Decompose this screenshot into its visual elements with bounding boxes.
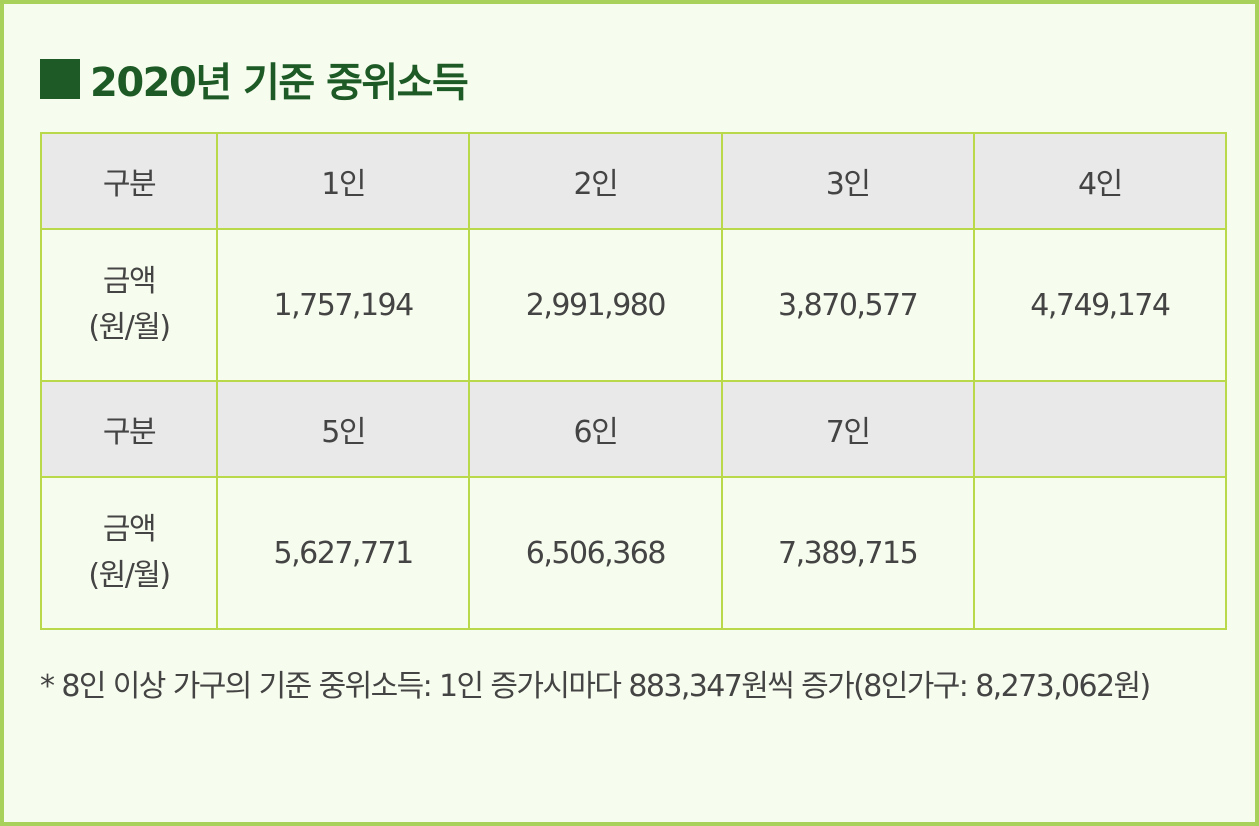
table-amount-row: 금액 (원/월) 1,757,194 2,991,980 3,870,577 4… [40, 228, 1228, 382]
footnote: * 8인 이상 가구의 기준 중위소득: 1인 증가시마다 883,347원씩 … [40, 669, 1151, 704]
amount-unit: (원/월) [88, 310, 171, 345]
amount-cell-4: 4,749,174 [972, 228, 1228, 382]
header-label-cell: 구분 [40, 132, 218, 229]
header-cell-2: 2인 [468, 132, 723, 229]
amount-cell-2: 2,991,980 [468, 228, 723, 382]
header-cell-empty [972, 381, 1228, 477]
amount-cell-5: 5,627,771 [215, 476, 471, 630]
table-header-row: 구분 5인 6인 7인 [40, 381, 1228, 477]
amount-label: 금액 [102, 512, 157, 547]
median-income-table: 구분 1인 2인 3인 4인 금액 (원/월) 1,757,194 2,991,… [40, 132, 1228, 630]
page-title-text: 2020년 기준 중위소득 [90, 60, 469, 106]
amount-cell-empty [972, 476, 1228, 630]
header-cell-7: 7인 [720, 381, 975, 477]
header-cell-1: 1인 [215, 132, 471, 229]
amount-label: 금액 [102, 264, 157, 299]
amount-cell-7: 7,389,715 [720, 476, 975, 630]
amount-cell-6: 6,506,368 [468, 476, 723, 630]
table-header-row: 구분 1인 2인 3인 4인 [40, 132, 1228, 229]
amount-cell-3: 3,870,577 [720, 228, 975, 382]
header-cell-5: 5인 [215, 381, 471, 477]
header-label-cell: 구분 [40, 381, 218, 477]
title-square-icon [40, 59, 80, 99]
header-cell-4: 4인 [972, 132, 1228, 229]
page-title: 2020년 기준 중위소득 [40, 50, 469, 108]
amount-cell-1: 1,757,194 [215, 228, 471, 382]
amount-label-cell: 금액 (원/월) [40, 476, 218, 630]
header-cell-3: 3인 [720, 132, 975, 229]
table-amount-row: 금액 (원/월) 5,627,771 6,506,368 7,389,715 [40, 476, 1228, 630]
amount-unit: (원/월) [88, 558, 171, 593]
amount-label-cell: 금액 (원/월) [40, 228, 218, 382]
header-cell-6: 6인 [468, 381, 723, 477]
